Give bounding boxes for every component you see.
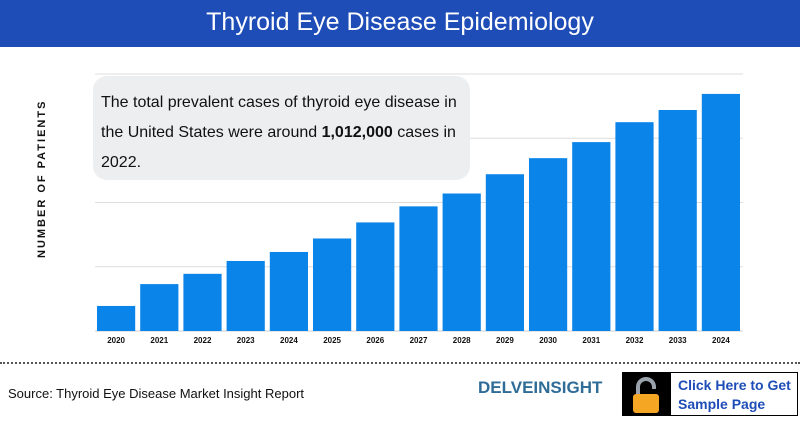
bar-2022 bbox=[183, 273, 222, 331]
callout-text: The total prevalent cases of thyroid eye… bbox=[101, 94, 457, 141]
bar-2033 bbox=[658, 109, 697, 331]
x-tick-label: 2032 bbox=[626, 336, 644, 345]
x-tick-label: 2027 bbox=[410, 336, 428, 345]
x-tick-label: 2028 bbox=[453, 336, 471, 345]
annotation-callout: The total prevalent cases of thyroid eye… bbox=[93, 76, 470, 180]
bar-2024 bbox=[701, 93, 740, 331]
divider bbox=[0, 362, 800, 364]
bar-2031 bbox=[572, 142, 611, 331]
source-note: Source: Thyroid Eye Disease Market Insig… bbox=[8, 386, 305, 401]
bar-2027 bbox=[399, 206, 438, 331]
bar-2030 bbox=[529, 158, 568, 331]
x-tick-label: 2030 bbox=[539, 336, 557, 345]
bar-2025 bbox=[313, 238, 352, 331]
x-tick-label: 2020 bbox=[107, 336, 125, 345]
x-tick-label: 2025 bbox=[323, 336, 341, 345]
page-title: Thyroid Eye Disease Epidemiology bbox=[0, 0, 800, 47]
bar-2029 bbox=[485, 174, 524, 331]
sample-page-button[interactable]: Click Here to Get Sample Page bbox=[622, 372, 798, 416]
callout-text-end: cases in 2022. bbox=[101, 124, 456, 171]
y-axis-label: NUMBER OF PATIENTS bbox=[36, 99, 48, 258]
x-tick-label: 2026 bbox=[366, 336, 384, 345]
bar-2028 bbox=[442, 193, 481, 331]
x-tick-label: 2022 bbox=[194, 336, 212, 345]
callout-highlight: 1,012,000 bbox=[321, 124, 393, 141]
x-tick-label: 2024 bbox=[712, 336, 730, 345]
x-tick-label: 2029 bbox=[496, 336, 514, 345]
bar-2023 bbox=[226, 260, 265, 331]
x-tick-label: 2023 bbox=[237, 336, 255, 345]
bar-2020 bbox=[97, 305, 136, 331]
x-tick-label: 2024 bbox=[280, 336, 298, 345]
bar-chart: 2020 2021 2022 2023 2024 2025 2026 2027 2028 2029… bbox=[95, 73, 743, 345]
cta-label: Click Here to Get Sample Page bbox=[678, 377, 791, 412]
bar-2032 bbox=[615, 122, 654, 331]
bar-2026 bbox=[356, 222, 395, 331]
bar-2024 bbox=[269, 251, 308, 331]
x-tick-label: 2021 bbox=[150, 336, 168, 345]
unlocked-padlock-icon bbox=[623, 373, 671, 415]
delveinsight-logo[interactable]: DELVEINSIGHT bbox=[478, 378, 603, 397]
x-tick-label: 2033 bbox=[669, 336, 687, 345]
x-tick-label: 2031 bbox=[582, 336, 600, 345]
bar-2021 bbox=[140, 284, 179, 331]
